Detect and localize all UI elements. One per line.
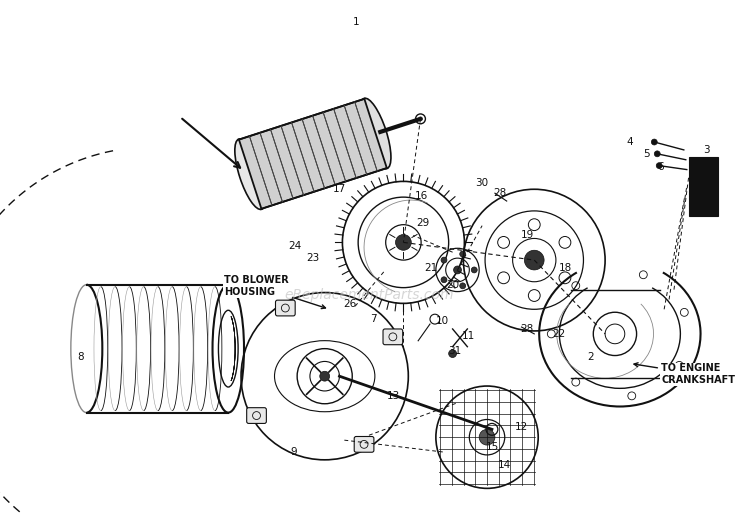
Circle shape — [419, 117, 422, 121]
Circle shape — [460, 283, 466, 289]
Text: 10: 10 — [436, 316, 449, 326]
FancyBboxPatch shape — [688, 157, 718, 216]
FancyBboxPatch shape — [275, 300, 296, 316]
Text: 30: 30 — [476, 178, 489, 188]
Text: 17: 17 — [333, 184, 346, 194]
Circle shape — [441, 257, 447, 263]
Circle shape — [448, 350, 457, 358]
Circle shape — [470, 420, 505, 455]
Text: 22: 22 — [552, 329, 566, 339]
Text: 11: 11 — [462, 331, 475, 341]
Circle shape — [656, 163, 662, 169]
Text: 16: 16 — [415, 191, 428, 201]
Text: 23: 23 — [306, 253, 320, 263]
Text: 5: 5 — [643, 149, 650, 159]
Text: TO BLOWER
HOUSING: TO BLOWER HOUSING — [224, 275, 326, 309]
Ellipse shape — [360, 98, 391, 169]
Text: 2: 2 — [587, 352, 594, 362]
Ellipse shape — [235, 139, 266, 210]
Circle shape — [320, 371, 329, 381]
Text: 26: 26 — [344, 300, 357, 310]
Circle shape — [441, 277, 447, 282]
Text: 28: 28 — [520, 324, 533, 334]
FancyBboxPatch shape — [247, 408, 266, 423]
Circle shape — [460, 251, 466, 257]
Circle shape — [651, 139, 657, 145]
Text: 29: 29 — [416, 218, 430, 228]
FancyBboxPatch shape — [354, 436, 374, 452]
Text: 21: 21 — [424, 263, 437, 273]
Text: 24: 24 — [289, 242, 302, 251]
Text: eReplacementParts.com: eReplacementParts.com — [284, 287, 454, 302]
Text: 6: 6 — [657, 162, 664, 172]
Text: TO ENGINE
CRANKSHAFT: TO ENGINE CRANKSHAFT — [634, 363, 735, 385]
FancyBboxPatch shape — [383, 329, 403, 345]
Text: 19: 19 — [520, 229, 534, 239]
Text: 4: 4 — [626, 137, 633, 147]
Text: 28: 28 — [494, 188, 506, 198]
Text: 1: 1 — [352, 17, 359, 27]
Polygon shape — [239, 99, 387, 209]
Circle shape — [479, 429, 495, 445]
Circle shape — [524, 250, 544, 270]
Text: 12: 12 — [514, 422, 528, 433]
Circle shape — [454, 266, 461, 274]
Text: 7: 7 — [370, 314, 377, 324]
Text: 9: 9 — [290, 447, 296, 457]
Text: 13: 13 — [387, 391, 400, 401]
Circle shape — [654, 151, 660, 157]
Text: 8: 8 — [77, 352, 84, 362]
Text: 3: 3 — [704, 145, 710, 155]
Text: 18: 18 — [560, 263, 572, 273]
Circle shape — [395, 235, 411, 250]
Circle shape — [471, 267, 477, 273]
Text: 31: 31 — [448, 346, 461, 355]
Text: 15: 15 — [485, 442, 499, 452]
Text: 14: 14 — [498, 460, 512, 470]
Text: 20: 20 — [446, 280, 459, 290]
